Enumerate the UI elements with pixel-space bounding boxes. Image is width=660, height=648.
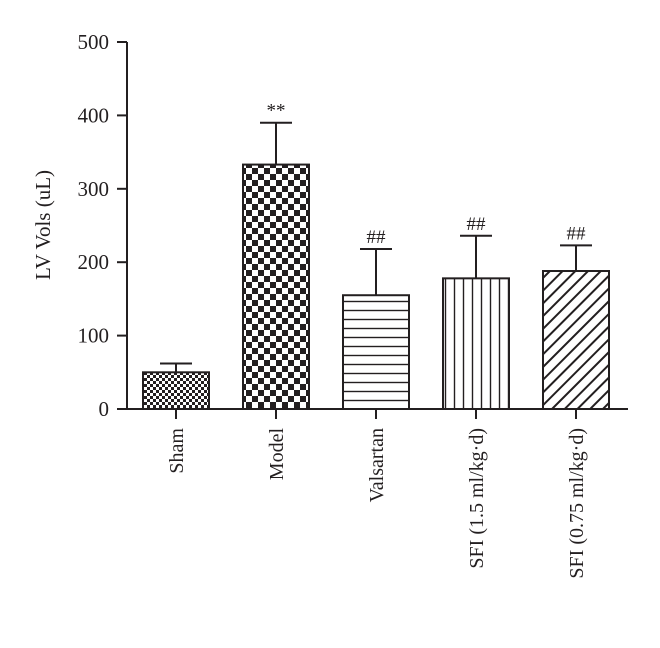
y-tick-label: 400 xyxy=(78,103,110,127)
bar-sfi-1-5-ml-kg-d xyxy=(442,277,510,410)
significance-label: ## xyxy=(567,223,587,244)
bar-valsartan xyxy=(342,294,410,411)
y-tick-label: 500 xyxy=(78,30,110,54)
category-label: Sham xyxy=(166,428,188,474)
category-label: SFI (0.75 ml/kg·d) xyxy=(566,428,588,579)
significance-label: ## xyxy=(467,214,487,235)
bar-sham xyxy=(142,371,210,410)
y-tick-label: 300 xyxy=(78,177,110,201)
y-tick-label: 0 xyxy=(99,397,110,421)
category-label: SFI (1.5 ml/kg·d) xyxy=(466,428,488,569)
y-tick-label: 100 xyxy=(78,324,110,348)
significance-label: ** xyxy=(267,101,286,122)
bar-model xyxy=(242,163,310,410)
category-label: Model xyxy=(266,428,288,481)
y-axis-label: LV Vols (uL) xyxy=(31,170,55,280)
category-label: Valsartan xyxy=(366,428,388,502)
y-tick-label: 200 xyxy=(78,250,110,274)
bars xyxy=(142,163,610,411)
error-bars xyxy=(160,121,592,373)
x-ticks: Sham Model Valsartan SFI (1.5 ml/kg·d) SFI (… xyxy=(166,409,588,579)
y-ticks: 0 100 200 300 400 500 xyxy=(78,30,127,421)
significance-label: ## xyxy=(367,227,387,248)
significance-annotations: ** ## ## ## xyxy=(267,101,587,248)
bar-sfi-0-75-ml-kg-d xyxy=(542,270,610,410)
